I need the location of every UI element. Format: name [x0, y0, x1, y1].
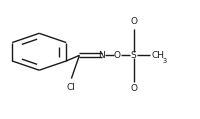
Text: O: O	[113, 51, 120, 60]
Text: O: O	[130, 17, 136, 26]
Text: 3: 3	[161, 58, 166, 64]
Text: CH: CH	[151, 51, 164, 60]
Text: O: O	[130, 84, 136, 94]
Text: N: N	[98, 51, 104, 60]
Text: Cl: Cl	[67, 83, 75, 92]
Text: S: S	[130, 51, 136, 60]
